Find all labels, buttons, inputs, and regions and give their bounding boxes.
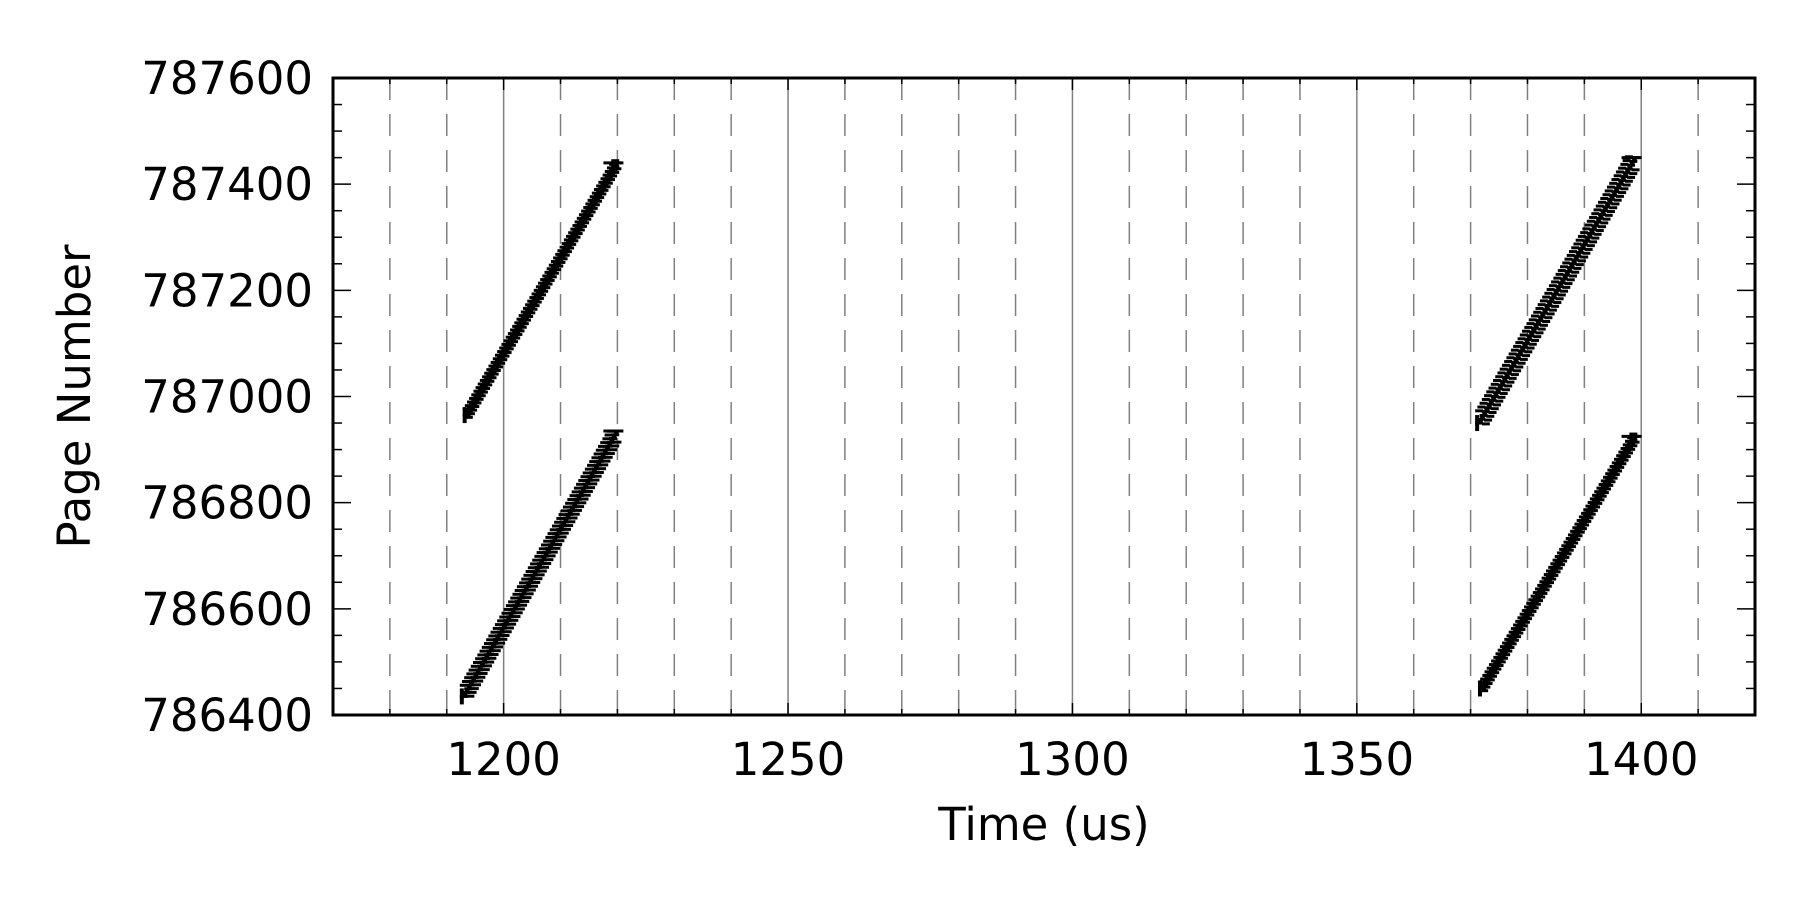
x-tick-label: 1350: [1300, 733, 1415, 786]
y-tick-label: 787000: [141, 371, 313, 424]
data-series-4: [1477, 432, 1642, 697]
y-tick-label: 787400: [141, 158, 313, 211]
data-series-1: [462, 159, 624, 424]
tick-layer: [332, 77, 1756, 716]
x-tick-label: 1300: [1015, 733, 1130, 786]
x-tick-label: 1250: [731, 733, 846, 786]
x-tick-label: 1400: [1584, 733, 1699, 786]
x-axis-label: Time (us): [937, 798, 1150, 851]
data-point-run: [462, 430, 620, 698]
x-tick-label: 1200: [446, 733, 561, 786]
data-layer: [459, 155, 1642, 705]
y-axis-label: Page Number: [48, 244, 101, 549]
data-series-3: [1475, 155, 1642, 432]
x-tick-labels: 1200 1250 1300 1350 1400: [446, 733, 1698, 786]
data-series-2: [459, 429, 624, 705]
plot-frame: [331, 76, 1757, 717]
y-tick-label: 787200: [141, 264, 313, 317]
y-tick-label: 786800: [141, 477, 313, 530]
y-tick-labels: 786400 786600 786800 787000 787200 787400 7876…: [141, 52, 313, 742]
y-tick-label: 787600: [141, 52, 313, 105]
data-point-run: [1477, 156, 1638, 425]
grid-layer: [332, 78, 1756, 715]
data-point-run: [464, 161, 620, 417]
data-point-run: [1480, 435, 1638, 690]
y-tick-label: 786600: [141, 583, 313, 636]
y-tick-label: 786400: [141, 689, 313, 742]
